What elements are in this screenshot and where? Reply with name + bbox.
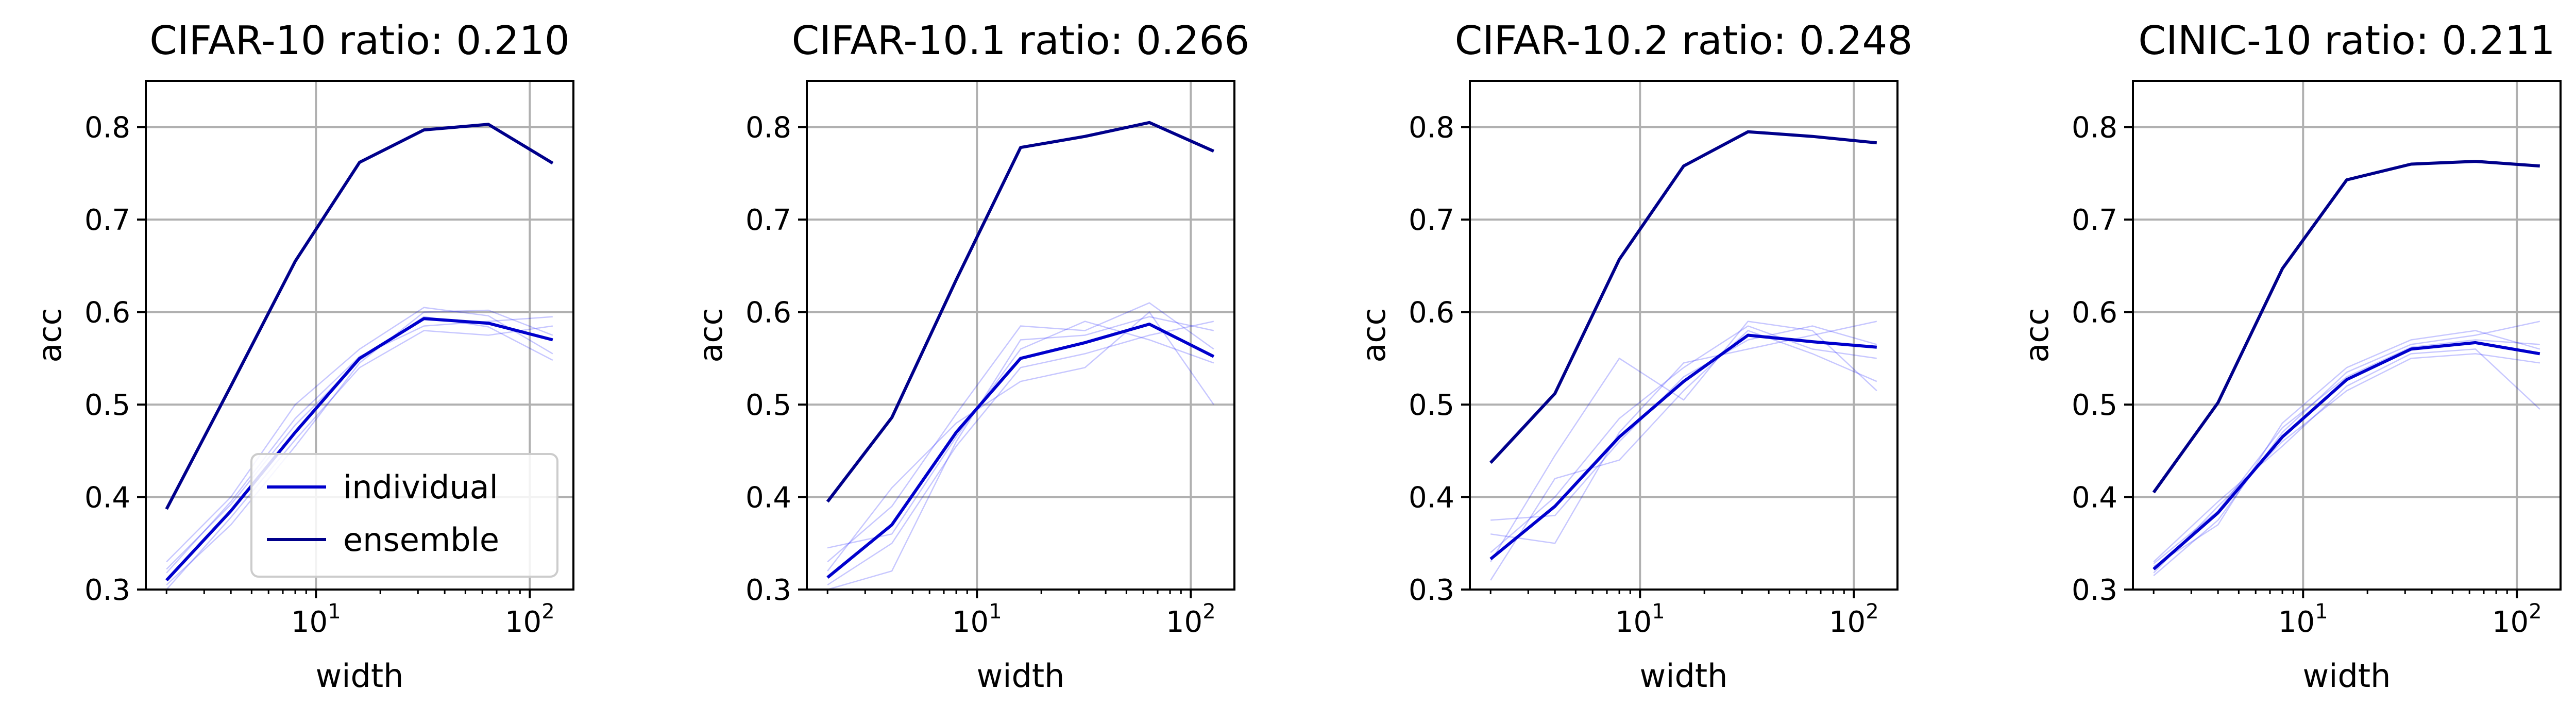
series-line-ensemble: [826, 121, 1215, 503]
run-line-1: [166, 309, 553, 585]
y-tick-label: 0.4: [2072, 481, 2117, 515]
run-line-4: [827, 321, 1214, 549]
run-line-4: [1490, 325, 1877, 521]
y-tick-label: 0.7: [2072, 204, 2117, 237]
chart-panel-1: 0.3 0.4 0.5 0.6 0.7 0.8 101 102 CIFAR-10 ratio: …: [31, 18, 574, 695]
run-line-2: [1490, 321, 1877, 544]
y-tick-label: 0.3: [745, 574, 791, 607]
y-tick-label: 0.5: [745, 389, 791, 422]
series-line-individual: [2153, 341, 2540, 570]
run-line-3: [827, 311, 1214, 571]
series-line-individual: [826, 323, 1215, 579]
y-tick-label: 0.4: [745, 481, 791, 515]
run-line-3: [1490, 330, 1877, 581]
y-tick-label: 0.7: [1409, 204, 1454, 237]
chart-title: CINIC-10 ratio: 0.211: [2138, 18, 2555, 64]
series-line-ensemble: [1489, 130, 1877, 464]
run-line-3: [166, 307, 553, 563]
run-line-5: [2153, 339, 2540, 564]
run-line-2: [166, 316, 553, 574]
y-tick-label: 0.8: [2072, 111, 2117, 145]
series-line-ensemble: [165, 123, 554, 510]
run-line-1: [827, 302, 1214, 563]
y-tick-label: 0.5: [2072, 389, 2117, 422]
series-line-ensemble: [2152, 160, 2540, 494]
x-tick-label: 101: [2278, 600, 2328, 639]
x-tick-label: 102: [1166, 600, 1216, 639]
run-line-3: [2153, 330, 2540, 567]
y-tick-label: 0.8: [745, 111, 791, 145]
y-axis-label: acc: [1355, 308, 1393, 362]
axes-frame: [145, 80, 574, 591]
axes-frame: [2132, 80, 2562, 591]
y-tick-label: 0.4: [1409, 481, 1454, 515]
axes-frame: [806, 80, 1235, 591]
run-line-4: [166, 325, 553, 590]
run-line-4: [2153, 353, 2540, 574]
y-tick-label: 0.6: [745, 296, 791, 330]
y-tick-label: 0.8: [84, 111, 130, 145]
y-tick-label: 0.8: [1409, 111, 1454, 145]
y-tick-label: 0.3: [84, 574, 130, 607]
run-line-5: [827, 316, 1214, 591]
legend-label-individual: individual: [343, 468, 498, 506]
run-line-1: [2153, 321, 2540, 577]
y-tick-label: 0.7: [84, 204, 130, 237]
y-axis-label: acc: [2018, 308, 2056, 362]
y-tick-label: 0.6: [84, 296, 130, 330]
series-line-individual: [165, 317, 553, 582]
axes-frame: [1469, 80, 1899, 591]
run-line-2: [2153, 348, 2540, 563]
run-line-5: [1490, 325, 1877, 553]
x-tick-label: 101: [952, 600, 1002, 639]
x-tick-label: 102: [2492, 600, 2542, 639]
x-tick-label: 101: [291, 600, 341, 639]
x-tick-label: 102: [1829, 600, 1879, 639]
chart-panel-4: 0.3 0.4 0.5 0.6 0.7 0.8 101 102 CINIC-10 ratio: …: [2018, 18, 2562, 695]
chart-panel-3: 0.3 0.4 0.5 0.6 0.7 0.8 101 102 CIFAR-10.2 ratio…: [1355, 18, 1912, 695]
chart-title: CIFAR-10 ratio: 0.210: [149, 18, 569, 64]
y-axis-label: acc: [31, 308, 69, 362]
y-axis-label: acc: [692, 308, 730, 362]
y-tick-label: 0.5: [84, 389, 130, 422]
chart-title: CIFAR-10.2 ratio: 0.248: [1455, 18, 1913, 64]
chart-panel-2: 0.3 0.4 0.5 0.6 0.7 0.8 101 102 CIFAR-10.1 ratio…: [692, 18, 1249, 695]
legend-label-ensemble: ensemble: [343, 521, 499, 559]
x-axis-label: width: [2303, 657, 2391, 695]
chart-title: CIFAR-10.1 ratio: 0.266: [792, 18, 1250, 64]
x-tick-label: 102: [505, 600, 555, 639]
y-tick-label: 0.3: [1409, 574, 1454, 607]
y-tick-label: 0.3: [2072, 574, 2117, 607]
run-line-1: [1490, 321, 1877, 562]
y-tick-label: 0.4: [84, 481, 130, 515]
y-tick-label: 0.6: [1409, 296, 1454, 330]
y-tick-label: 0.7: [745, 204, 791, 237]
y-tick-label: 0.5: [1409, 389, 1454, 422]
x-axis-label: width: [977, 657, 1065, 695]
run-line-2: [827, 321, 1214, 586]
legend-box: [250, 453, 558, 578]
x-axis-label: width: [316, 657, 404, 695]
series-line-individual: [1489, 333, 1877, 561]
x-tick-label: 101: [1615, 600, 1665, 639]
x-axis-label: width: [1640, 657, 1728, 695]
y-tick-label: 0.6: [2072, 296, 2117, 330]
